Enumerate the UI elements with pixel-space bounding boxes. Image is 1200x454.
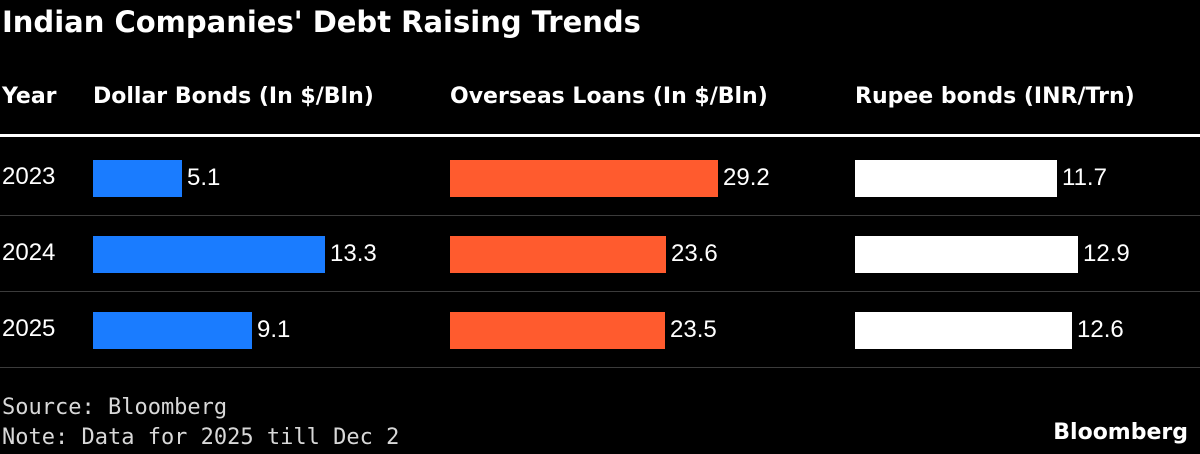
data-note: Note: Data for 2025 till Dec 2 [2,425,400,450]
column-header-rupee-bonds: Rupee bonds (INR/Trn) [855,84,1135,109]
bloomberg-logo: Bloomberg [1053,420,1188,445]
overseas-loans-bar [450,312,665,349]
column-header-overseas-loans: Overseas Loans (In $/Bln) [450,84,768,109]
rupee-bonds-bar [855,160,1057,197]
year-label: 2024 [2,239,56,266]
column-header-dollar-bonds: Dollar Bonds (In $/Bln) [93,84,374,109]
rupee-bonds-value-label: 12.9 [1083,240,1130,267]
year-label: 2025 [2,315,56,342]
dollar-bonds-bar [93,312,252,349]
row-divider [0,215,1200,216]
dollar-bonds-value-label: 13.3 [330,240,377,267]
overseas-loans-value-label: 23.5 [670,316,717,343]
dollar-bonds-value-label: 9.1 [257,316,291,343]
rupee-bonds-value-label: 12.6 [1077,316,1124,343]
header-rule [0,134,1200,137]
overseas-loans-value-label: 23.6 [671,240,718,267]
overseas-loans-value-label: 29.2 [723,164,770,191]
column-header-year: Year [2,84,57,109]
dollar-bonds-value-label: 5.1 [187,164,221,191]
year-label: 2023 [2,163,56,190]
row-divider [0,291,1200,292]
dollar-bonds-bar [93,236,325,273]
rupee-bonds-bar [855,236,1078,273]
chart-title: Indian Companies' Debt Raising Trends [2,5,641,39]
overseas-loans-bar [450,160,718,197]
rupee-bonds-bar [855,312,1072,349]
dollar-bonds-bar [93,160,182,197]
rupee-bonds-value-label: 11.7 [1062,164,1107,191]
overseas-loans-bar [450,236,666,273]
row-divider [0,367,1200,368]
source-note: Source: Bloomberg [2,395,228,420]
